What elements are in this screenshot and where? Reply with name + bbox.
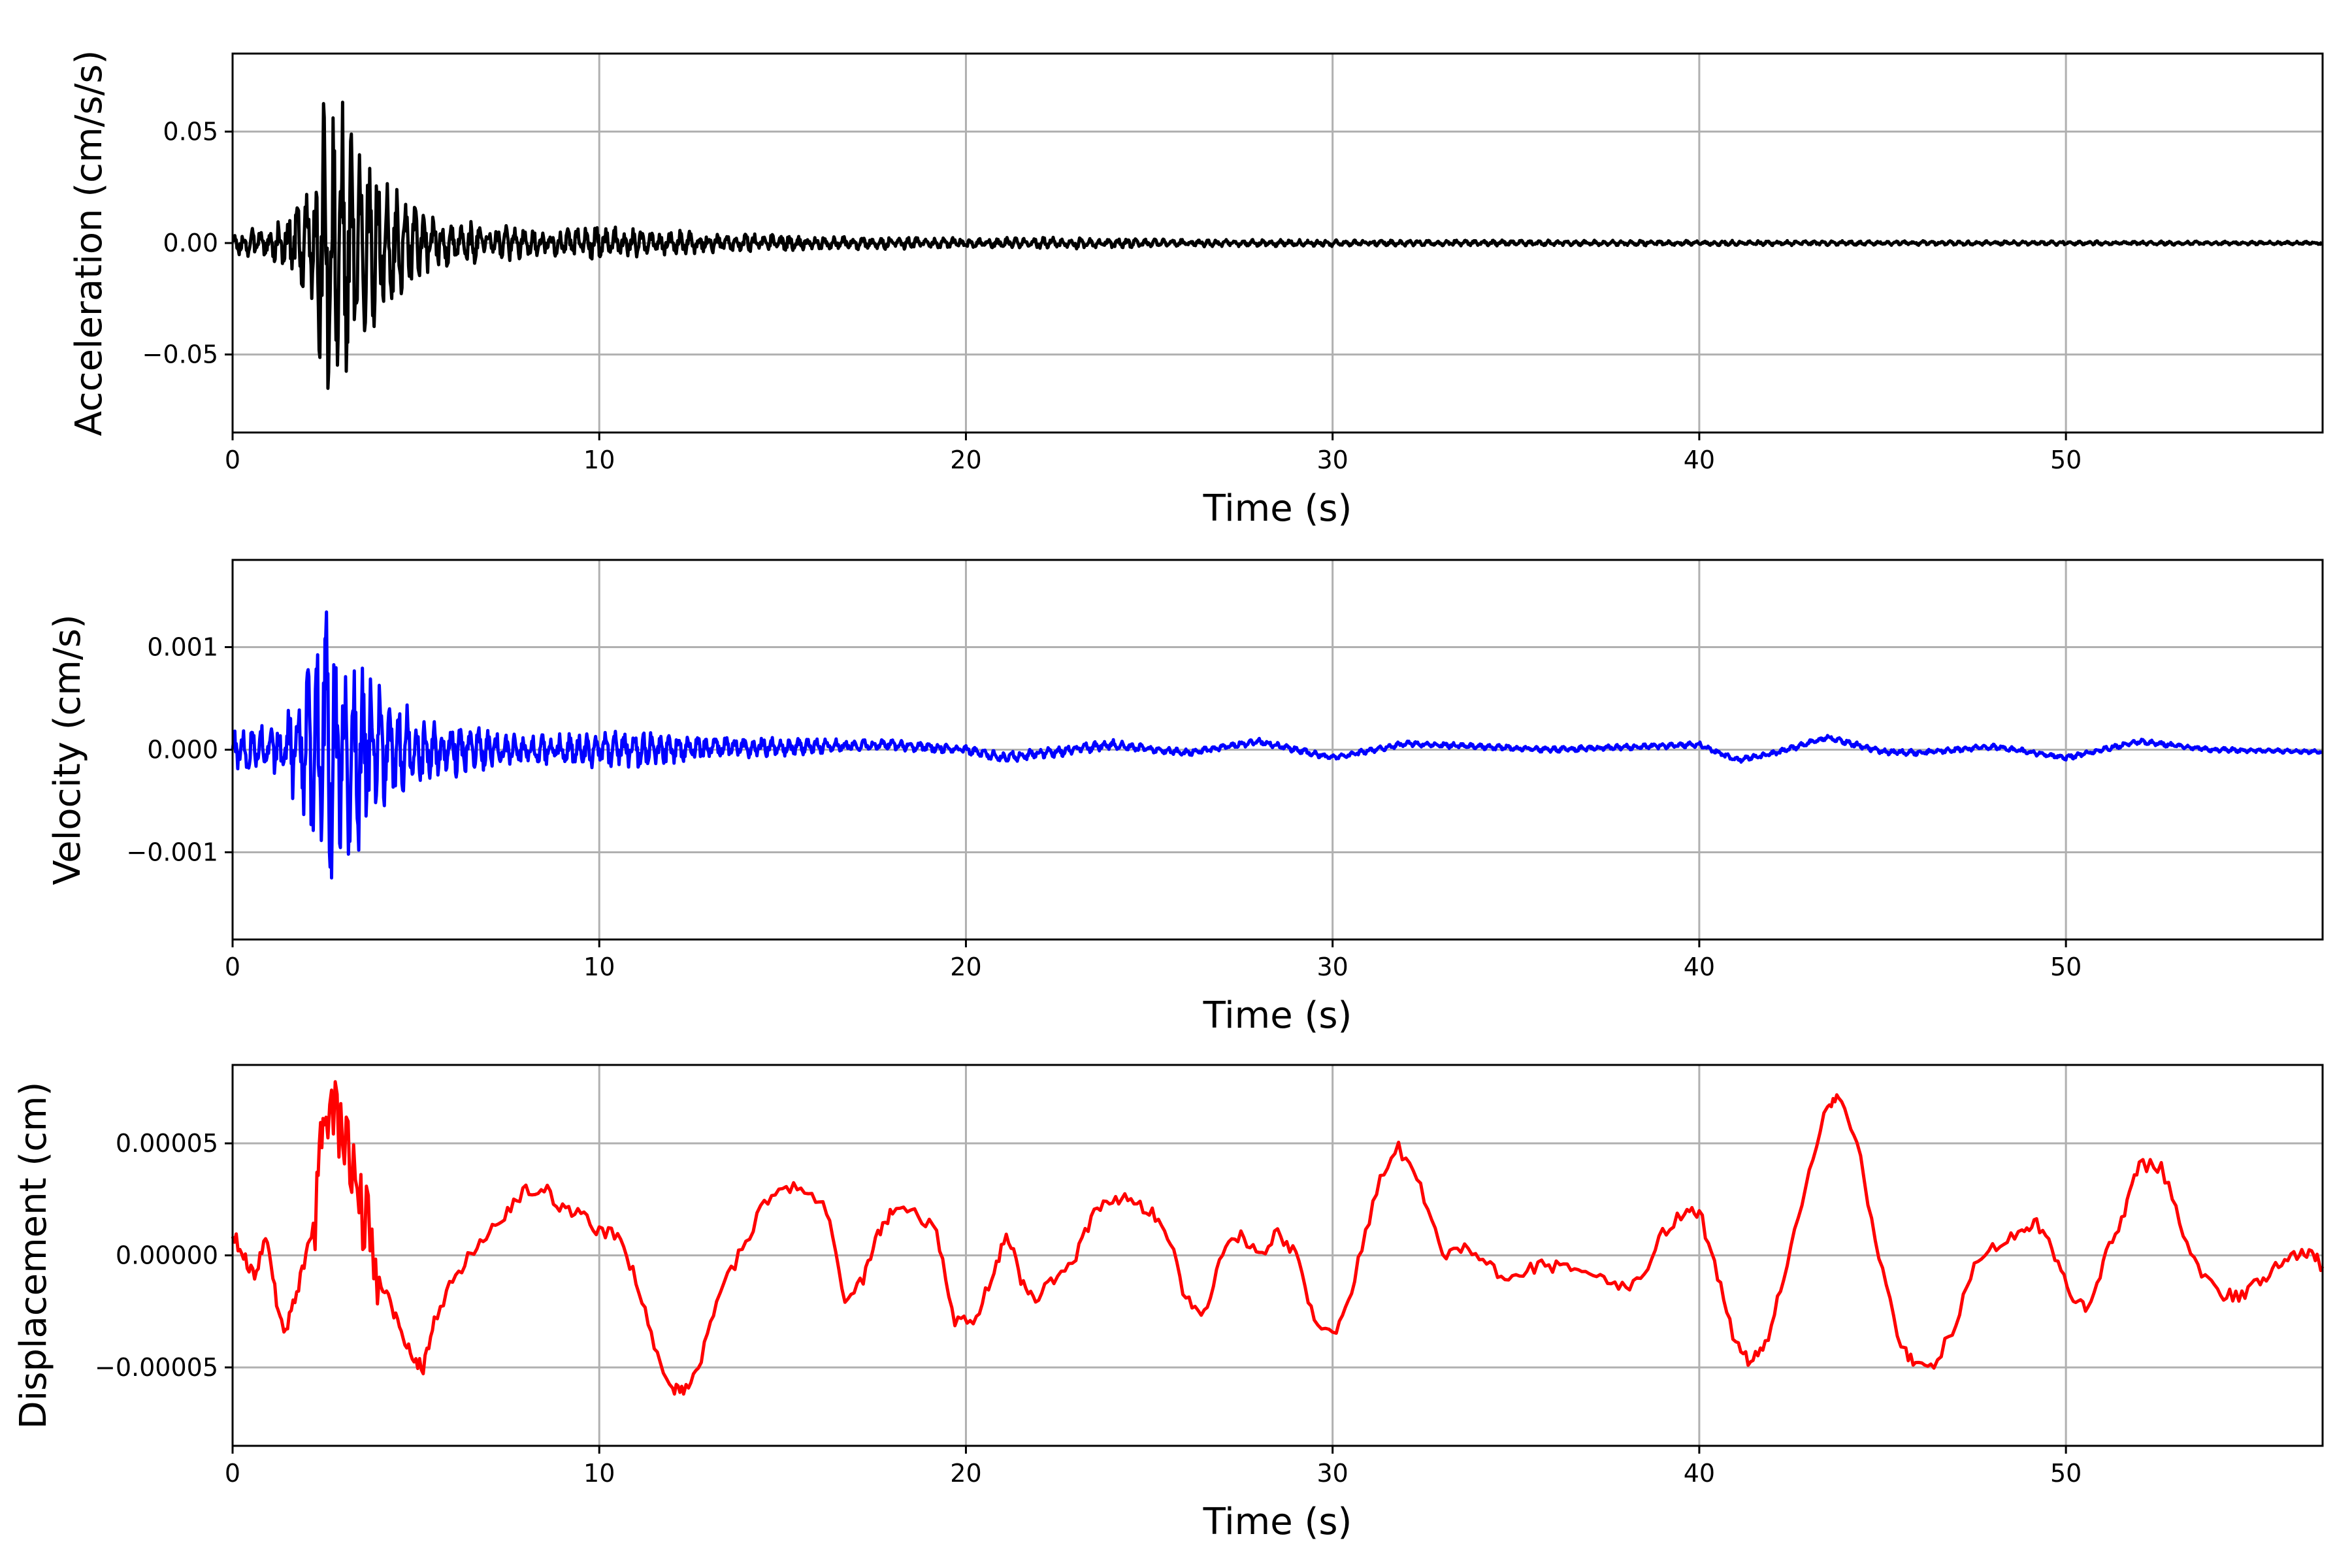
displacement-y-tick-label: −0.00005 (95, 1353, 218, 1382)
displacement-x-tick-label: 10 (583, 1459, 615, 1488)
acceleration-x-axis-label: Time (s) (1203, 487, 1352, 530)
displacement-y-tick-label: 0.00000 (116, 1241, 218, 1270)
acceleration-trace (231, 101, 2323, 390)
displacement-x-tick-label: 0 (225, 1459, 240, 1488)
displacement-trace (231, 1080, 2325, 1396)
displacement-x-tick-label: 30 (1317, 1459, 1348, 1488)
displacement-x-tick-label: 50 (2050, 1459, 2082, 1488)
displacement-panel: 0 10 20 30 40 50 0.00005 0.00000 −0.00005 Time (s… (12, 1064, 2325, 1543)
displacement-x-axis-label: Time (s) (1203, 1501, 1352, 1543)
acceleration-y-axis-label: Acceleration (cm/s/s) (68, 50, 110, 436)
acceleration-x-tick-label: 10 (583, 446, 615, 474)
velocity-y-tick-label: 0.001 (147, 632, 218, 661)
velocity-x-tick-label: 0 (225, 953, 240, 981)
acceleration-x-tick-label: 0 (225, 446, 240, 474)
velocity-x-tick-label: 50 (2050, 953, 2082, 981)
velocity-y-tick-label: 0.000 (147, 736, 218, 764)
acceleration-x-tick-label: 50 (2050, 446, 2082, 474)
velocity-panel: 0 10 20 30 40 50 0.001 0.000 −0.001 Time (s) Veloc… (46, 559, 2324, 1037)
velocity-x-tick-label: 20 (950, 953, 981, 981)
displacement-x-tick-label: 40 (1684, 1459, 1715, 1488)
acceleration-y-tick-label: −0.05 (142, 340, 218, 369)
velocity-x-axis-label: Time (s) (1203, 994, 1352, 1037)
velocity-x-tick-label: 40 (1684, 953, 1715, 981)
acceleration-y-tick-label: 0.05 (163, 117, 218, 146)
velocity-trace (231, 610, 2323, 880)
displacement-x-tick-label: 20 (950, 1459, 981, 1488)
acceleration-x-tick-label: 30 (1317, 446, 1348, 474)
velocity-x-tick-label: 10 (583, 953, 615, 981)
displacement-y-axis-label: Displacement (cm) (12, 1082, 55, 1429)
velocity-y-axis-label: Velocity (cm/s) (46, 614, 89, 885)
velocity-x-tick-label: 30 (1317, 953, 1348, 981)
displacement-y-tick-label: 0.00005 (116, 1129, 218, 1158)
acceleration-y-tick-label: 0.00 (163, 229, 218, 257)
velocity-y-tick-label: −0.001 (126, 838, 218, 867)
acceleration-x-tick-label: 20 (950, 446, 981, 474)
acceleration-x-tick-label: 40 (1684, 446, 1715, 474)
acceleration-panel: 0 10 20 30 40 50 0.05 0.00 −0.05 Time (s) Accelera… (68, 50, 2324, 530)
